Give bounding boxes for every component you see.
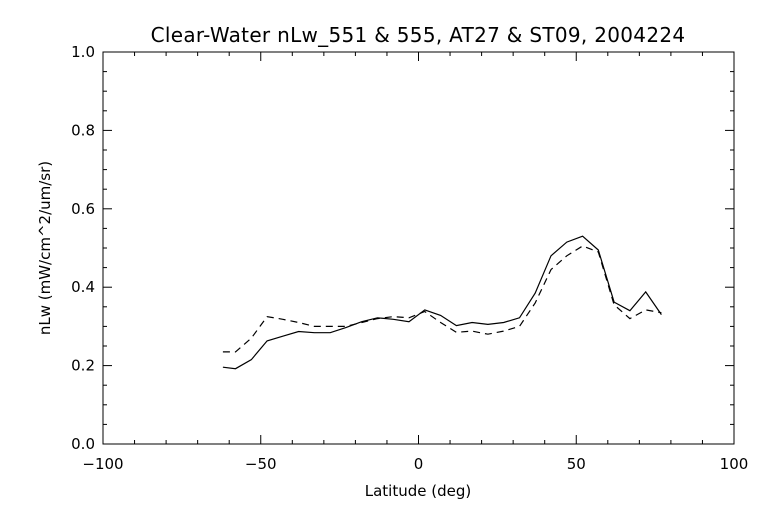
y-axis-label: nLw (mW/cm^2/um/sr): [36, 161, 54, 335]
x-tick-label: 100: [720, 455, 749, 473]
x-tick-label: −100: [82, 455, 123, 473]
y-tick-label: 0.0: [71, 435, 95, 453]
y-tick-label: 0.2: [71, 357, 95, 375]
x-tick-labels: −100 −50 0 50 100: [82, 455, 748, 473]
y-tick-labels: 0.0 0.2 0.4 0.6 0.8 1.0: [71, 43, 95, 453]
series-layer: [222, 235, 662, 370]
x-axis-label: Latitude (deg): [365, 482, 471, 500]
y-tick-label: 0.8: [71, 121, 95, 139]
y-tick-label: 0.4: [71, 278, 95, 296]
series-line-dashed: [222, 245, 662, 353]
x-tick-label: 50: [567, 455, 586, 473]
major-ticks: [102, 51, 735, 445]
x-tick-label: −50: [245, 455, 277, 473]
minor-ticks: [103, 52, 734, 444]
y-tick-label: 1.0: [71, 43, 95, 61]
plot-frame: [102, 51, 735, 445]
y-tick-label: 0.6: [71, 200, 95, 218]
chart-title: Clear-Water nLw_551 & 555, AT27 & ST09, …: [151, 23, 686, 47]
x-tick-label: 0: [414, 455, 424, 473]
series-line-solid: [222, 235, 662, 370]
